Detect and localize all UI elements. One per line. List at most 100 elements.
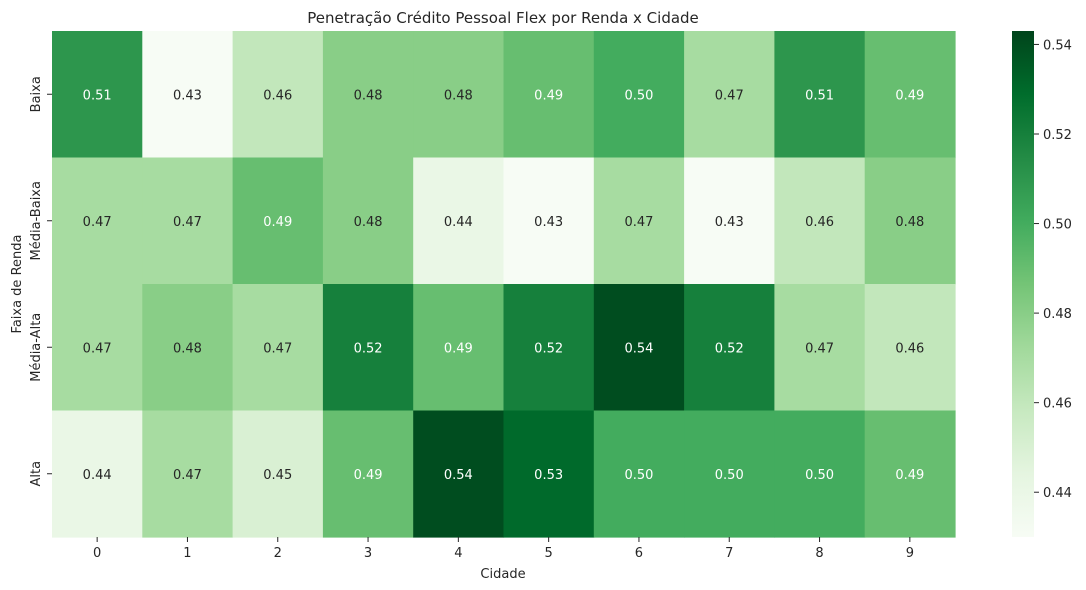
colorbar-tick-label: 0.52 bbox=[1043, 128, 1072, 143]
heatmap-cell bbox=[52, 157, 143, 285]
heatmap-cell bbox=[413, 31, 505, 159]
heatmap-cell bbox=[142, 284, 234, 412]
heatmap-cell bbox=[864, 31, 956, 159]
x-tick-label: 1 bbox=[183, 546, 191, 561]
heatmap-cell bbox=[774, 157, 866, 285]
heatmap-cell bbox=[413, 284, 505, 412]
heatmap-cell bbox=[322, 31, 414, 159]
heatmap-cell bbox=[684, 157, 775, 285]
cell-annotation: 0.47 bbox=[805, 341, 834, 356]
cell-annotation: 0.50 bbox=[624, 88, 653, 103]
heatmap-cell bbox=[864, 157, 956, 285]
cell-annotation: 0.49 bbox=[354, 468, 383, 483]
heatmap-cells: 0.51 0.43 0.46 0.48 0.48 0.49 0.50 0.47 0.51 0.49… bbox=[52, 31, 956, 538]
heatmap-cell bbox=[503, 284, 595, 412]
x-tick-label: 6 bbox=[635, 546, 643, 561]
heatmap-cell bbox=[142, 31, 234, 159]
y-tick-label: Média-Baixa bbox=[29, 181, 44, 260]
heatmap-cell bbox=[52, 31, 143, 159]
cell-annotation: 0.47 bbox=[263, 341, 292, 356]
heatmap-cell bbox=[593, 410, 685, 538]
x-tick-label: 5 bbox=[545, 546, 553, 561]
cell-annotation: 0.47 bbox=[173, 215, 202, 230]
heatmap-cell bbox=[413, 157, 505, 285]
cell-annotation: 0.50 bbox=[715, 468, 744, 483]
cell-annotation: 0.47 bbox=[83, 215, 112, 230]
colorbar-tick-label: 0.48 bbox=[1043, 307, 1072, 322]
colorbar-tick-label: 0.54 bbox=[1043, 38, 1072, 53]
colorbar-tick-label: 0.44 bbox=[1043, 486, 1072, 501]
cell-annotation: 0.44 bbox=[83, 468, 112, 483]
cell-annotation: 0.49 bbox=[534, 88, 563, 103]
y-tick-label: Baixa bbox=[29, 76, 44, 112]
cell-annotation: 0.49 bbox=[444, 341, 473, 356]
cell-annotation: 0.47 bbox=[624, 215, 653, 230]
cell-annotation: 0.43 bbox=[715, 215, 744, 230]
x-tick-label: 3 bbox=[364, 546, 372, 561]
cell-annotation: 0.49 bbox=[895, 468, 924, 483]
heatmap-cell bbox=[232, 157, 324, 285]
cell-annotation: 0.48 bbox=[444, 88, 473, 103]
cell-annotation: 0.48 bbox=[173, 341, 202, 356]
cell-annotation: 0.51 bbox=[83, 88, 112, 103]
cell-annotation: 0.43 bbox=[173, 88, 202, 103]
chart-title: Penetração Crédito Pessoal Flex por Rend… bbox=[307, 9, 699, 27]
x-axis-ticks: 0 1 2 3 4 5 6 7 8 9 bbox=[93, 537, 914, 561]
colorbar-ticks: 0.44 0.46 0.48 0.50 0.52 0.54 bbox=[1034, 38, 1072, 501]
cell-annotation: 0.48 bbox=[895, 215, 924, 230]
heatmap-cell bbox=[503, 157, 595, 285]
heatmap-cell bbox=[52, 410, 143, 538]
heatmap-cell bbox=[322, 157, 414, 285]
heatmap-cell bbox=[593, 284, 685, 412]
cell-annotation: 0.52 bbox=[715, 341, 744, 356]
x-tick-label: 9 bbox=[906, 546, 914, 561]
cell-annotation: 0.47 bbox=[715, 88, 744, 103]
cell-annotation: 0.44 bbox=[444, 215, 473, 230]
heatmap-cell bbox=[142, 410, 234, 538]
colorbar-tick-label: 0.46 bbox=[1043, 397, 1072, 412]
x-tick-label: 8 bbox=[815, 546, 823, 561]
y-tick-label: Alta bbox=[29, 461, 44, 487]
cell-annotation: 0.43 bbox=[534, 215, 563, 230]
heatmap-cell bbox=[232, 31, 324, 159]
cell-annotation: 0.45 bbox=[263, 468, 292, 483]
y-axis-ticks: Baixa Média-Baixa Média-Alta Alta bbox=[29, 76, 52, 487]
colorbar bbox=[1012, 31, 1034, 537]
x-tick-label: 4 bbox=[454, 546, 462, 561]
cell-annotation: 0.50 bbox=[805, 468, 834, 483]
heatmap-cell bbox=[322, 284, 414, 412]
cell-annotation: 0.54 bbox=[624, 341, 653, 356]
cell-annotation: 0.47 bbox=[173, 468, 202, 483]
colorbar-tick-label: 0.50 bbox=[1043, 218, 1072, 233]
heatmap-cell bbox=[232, 284, 324, 412]
heatmap-cell bbox=[684, 410, 775, 538]
heatmap-cell bbox=[52, 284, 143, 412]
heatmap-cell bbox=[774, 31, 866, 159]
cell-annotation: 0.46 bbox=[805, 215, 834, 230]
x-tick-label: 7 bbox=[725, 546, 733, 561]
heatmap-cell bbox=[774, 410, 866, 538]
x-tick-label: 2 bbox=[274, 546, 282, 561]
cell-annotation: 0.50 bbox=[624, 468, 653, 483]
heatmap-cell bbox=[593, 31, 685, 159]
y-axis-label: Faixa de Renda bbox=[10, 235, 25, 334]
cell-annotation: 0.47 bbox=[83, 341, 112, 356]
cell-annotation: 0.49 bbox=[895, 88, 924, 103]
cell-annotation: 0.54 bbox=[444, 468, 473, 483]
heatmap-cell bbox=[413, 410, 505, 538]
cell-annotation: 0.52 bbox=[354, 341, 383, 356]
cell-annotation: 0.49 bbox=[263, 215, 292, 230]
heatmap-cell bbox=[593, 157, 685, 285]
heatmap-cell bbox=[142, 157, 234, 285]
heatmap-cell bbox=[774, 284, 866, 412]
cell-annotation: 0.52 bbox=[534, 341, 563, 356]
y-tick-label: Média-Alta bbox=[29, 313, 44, 382]
x-tick-label: 0 bbox=[93, 546, 101, 561]
heatmap-cell bbox=[864, 410, 956, 538]
heatmap-cell bbox=[503, 31, 595, 159]
x-axis-label: Cidade bbox=[480, 567, 525, 582]
cell-annotation: 0.48 bbox=[354, 215, 383, 230]
cell-annotation: 0.48 bbox=[354, 88, 383, 103]
cell-annotation: 0.51 bbox=[805, 88, 834, 103]
heatmap-cell bbox=[503, 410, 595, 538]
